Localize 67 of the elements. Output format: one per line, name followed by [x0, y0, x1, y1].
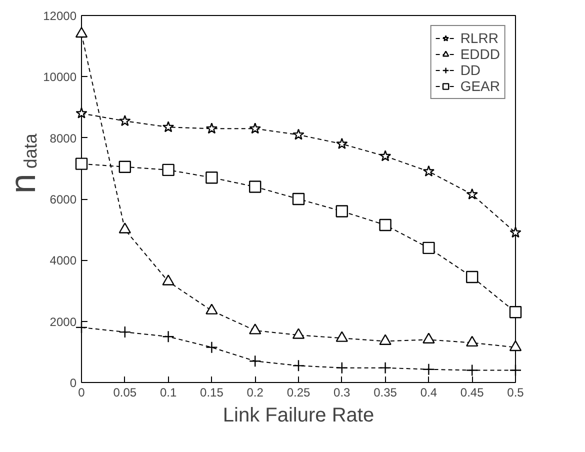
x-axis-title: Link Failure Rate	[222, 404, 374, 426]
point	[336, 138, 348, 149]
x-tick-label: 0.25	[286, 386, 311, 400]
point	[249, 122, 261, 134]
point	[466, 364, 478, 376]
point	[379, 362, 392, 374]
point	[76, 107, 88, 118]
y-tick-label: 2000	[50, 314, 77, 329]
point	[162, 121, 174, 132]
legend-label: GEAR	[460, 78, 500, 94]
point	[162, 164, 174, 176]
point	[292, 128, 304, 140]
point	[510, 226, 522, 238]
point	[118, 160, 131, 173]
point	[466, 188, 478, 200]
point	[118, 222, 131, 234]
point	[336, 331, 348, 342]
legend-label: RLRR	[460, 30, 498, 46]
x-tick-label: 0	[78, 386, 86, 400]
point	[422, 165, 435, 177]
y-axis-title: ndata	[2, 132, 43, 194]
y-tick-label: 8000	[50, 131, 77, 146]
point	[118, 326, 131, 338]
point	[162, 274, 174, 286]
x-tick-label: 0.4	[420, 386, 438, 400]
x-tick-label: 0.45	[460, 386, 484, 400]
point	[119, 114, 131, 126]
x-tick-label: 0.15	[200, 386, 224, 400]
x-tick-label: 0.3	[334, 386, 351, 400]
point	[249, 324, 262, 334]
point	[379, 334, 392, 345]
point	[509, 306, 522, 318]
y-tick-label: 0	[70, 376, 77, 390]
x-tick-label: 0.5	[507, 386, 524, 400]
point	[379, 150, 392, 162]
y-tick-label: 12000	[43, 9, 77, 23]
point	[206, 171, 218, 184]
point	[249, 180, 262, 193]
point	[292, 360, 305, 372]
point	[206, 304, 218, 314]
point	[379, 218, 392, 232]
point	[466, 336, 478, 347]
point	[336, 362, 348, 374]
point	[75, 26, 88, 38]
point	[206, 122, 218, 134]
point	[292, 328, 305, 339]
legend-label: EDDD	[460, 46, 500, 62]
x-tick-label: 0.2	[246, 386, 264, 400]
point	[75, 158, 88, 170]
point	[206, 341, 218, 354]
point	[466, 270, 478, 284]
point	[292, 192, 305, 206]
point	[336, 205, 348, 218]
point	[249, 354, 262, 368]
legend-label: DD	[460, 62, 481, 78]
point	[422, 363, 435, 376]
x-tick-label: 0.35	[374, 386, 398, 400]
point	[422, 242, 435, 254]
x-tick-label: 0.05	[113, 386, 137, 400]
point	[162, 330, 174, 343]
x-tick-label: 0.1	[160, 386, 177, 400]
point	[509, 340, 522, 352]
point	[422, 332, 435, 344]
y-tick-label: 10000	[43, 70, 77, 84]
point	[75, 321, 88, 334]
y-tick-label: 4000	[50, 254, 77, 268]
y-tick-label: 6000	[50, 192, 77, 206]
